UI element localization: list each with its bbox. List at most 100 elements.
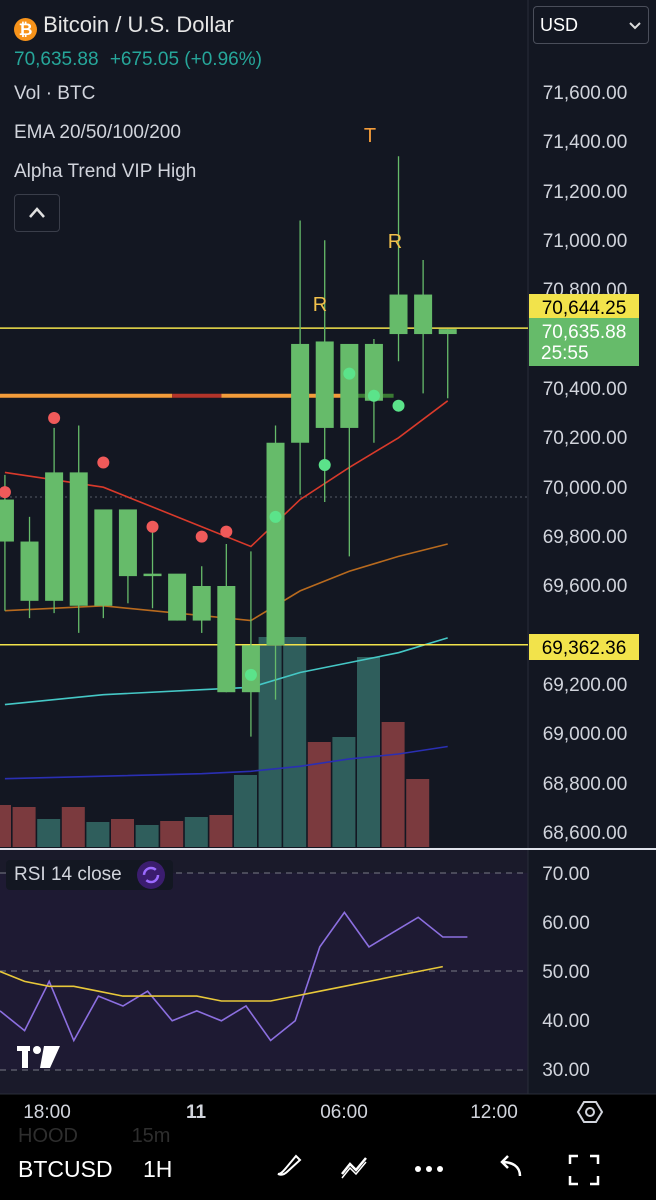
- volume-bar: [12, 807, 36, 847]
- volume-bar: [86, 822, 110, 847]
- hline-label-upper-text: 70,644.25: [542, 298, 627, 319]
- symbol-button[interactable]: BTCUSD: [18, 1156, 113, 1182]
- candle-body: [0, 499, 14, 542]
- ghost-watchlist-row: HOOD 15m: [18, 1125, 170, 1148]
- hline-label-lower-text: 69,362.36: [542, 638, 627, 659]
- alpha-trend-legend[interactable]: Alpha Trend VIP High: [14, 161, 197, 182]
- rsi-label: RSI 14 close: [14, 864, 122, 885]
- candle-body: [340, 343, 359, 428]
- tradingview-logo-icon: [17, 1046, 60, 1068]
- time-tick: 12:00: [470, 1102, 518, 1123]
- time-tick: 18:00: [23, 1102, 71, 1123]
- ghost-interval: 15m: [131, 1125, 171, 1147]
- candle-body: [143, 573, 162, 577]
- current-price-text: 70,635.88: [542, 322, 627, 343]
- signal-dot-green: [392, 399, 405, 412]
- price-tick: 69,600.00: [543, 576, 628, 597]
- volume-bar: [381, 722, 405, 847]
- volume-bar: [234, 775, 257, 847]
- last-price: 70,635.88: [14, 49, 99, 70]
- rsi-tick: 50.00: [542, 962, 590, 983]
- ema-legend[interactable]: EMA 20/50/100/200: [14, 122, 181, 143]
- volume-bar: [61, 807, 85, 847]
- price-tick: 68,800.00: [543, 774, 628, 795]
- chevron-up-icon: [29, 207, 45, 218]
- fullscreen-icon[interactable]: [568, 1154, 600, 1186]
- rsi-tick: 70.00: [542, 864, 590, 885]
- volume-bar: [37, 819, 61, 847]
- undo-icon[interactable]: [500, 1155, 522, 1177]
- candle-body: [69, 472, 88, 606]
- rsi-ma-line: [0, 965, 443, 1002]
- volume-bar: [160, 821, 184, 847]
- volume-bar: [258, 637, 282, 847]
- rsi-sync-icon[interactable]: [137, 860, 166, 889]
- signal-dot-green: [318, 458, 331, 471]
- bar-countdown: 25:55: [541, 343, 589, 364]
- marker-top: T: [364, 125, 376, 147]
- volume-bar: [184, 817, 208, 847]
- candle-body: [118, 509, 137, 577]
- candle-body: [168, 573, 187, 621]
- price-tick: 71,600.00: [543, 83, 628, 104]
- volume-bar: [135, 825, 159, 847]
- rsi-legend[interactable]: RSI 14 close: [6, 860, 174, 890]
- candle-body: [20, 541, 39, 601]
- volume-bar: [357, 657, 380, 847]
- price-tick: 70,000.00: [543, 478, 628, 499]
- price-axis-bg: [528, 0, 656, 1094]
- ema200-line: [4, 745, 448, 780]
- rsi-tick: 60.00: [542, 913, 590, 934]
- signal-dot-green: [343, 367, 356, 380]
- hline-label-upper: [529, 294, 639, 320]
- price-tick: 70,200.00: [543, 428, 628, 449]
- price-tick: 68,600.00: [543, 823, 628, 844]
- currency-select[interactable]: USD: [533, 6, 649, 44]
- candle-body: [94, 509, 113, 606]
- bitcoin-logo-icon: ₿: [14, 18, 37, 41]
- price-change: +675.05 (+0.96%): [109, 49, 262, 70]
- signal-dot-green: [244, 668, 257, 681]
- hline-label-lower: [529, 634, 639, 660]
- signal-dot-red: [195, 530, 208, 543]
- draw-tools-icon[interactable]: [341, 1157, 367, 1179]
- symbol-title: Bitcoin / U.S. Dollar: [43, 12, 234, 37]
- ghost-symbol: HOOD: [18, 1125, 78, 1147]
- toolbar-icons: [277, 1154, 600, 1186]
- symbol-header[interactable]: ₿ Bitcoin / U.S. Dollar: [14, 12, 234, 41]
- rsi-tick: 40.00: [542, 1011, 590, 1032]
- brush-icon[interactable]: [277, 1154, 302, 1176]
- candle-body: [217, 586, 236, 693]
- interval-button[interactable]: 1H: [143, 1156, 173, 1182]
- signal-dot-red: [220, 525, 233, 538]
- time-tick: 06:00: [320, 1102, 368, 1123]
- rsi-tick: 30.00: [542, 1060, 590, 1081]
- signal-dot-red: [0, 486, 11, 499]
- volume-bar: [283, 637, 307, 847]
- volume-bar: [0, 805, 11, 847]
- candle-body: [45, 472, 64, 601]
- signal-dot-red: [146, 520, 159, 533]
- current-price-label: [529, 318, 639, 366]
- currency-value: USD: [540, 15, 579, 35]
- candle-body: [291, 343, 310, 443]
- candle-body: [266, 442, 285, 646]
- candle-body: [192, 586, 211, 621]
- candle-body: [315, 341, 334, 428]
- price-tick: 71,000.00: [543, 231, 628, 252]
- candle-body: [364, 343, 383, 401]
- marker-r-left: R: [313, 294, 327, 316]
- marker-r-right: R: [388, 231, 402, 253]
- signal-dot-red: [97, 456, 110, 469]
- candle-body: [241, 645, 260, 693]
- price-tick: 71,400.00: [543, 132, 628, 153]
- rsi-line: [0, 911, 468, 1043]
- axis-settings-icon[interactable]: [576, 1101, 604, 1123]
- price-tick: 70,400.00: [543, 379, 628, 400]
- volume-bar: [332, 737, 356, 847]
- price-tick: 69,800.00: [543, 527, 628, 548]
- more-icon[interactable]: [415, 1166, 443, 1172]
- collapse-legend-button[interactable]: [14, 194, 60, 232]
- volume-legend[interactable]: Vol · BTC: [14, 83, 96, 104]
